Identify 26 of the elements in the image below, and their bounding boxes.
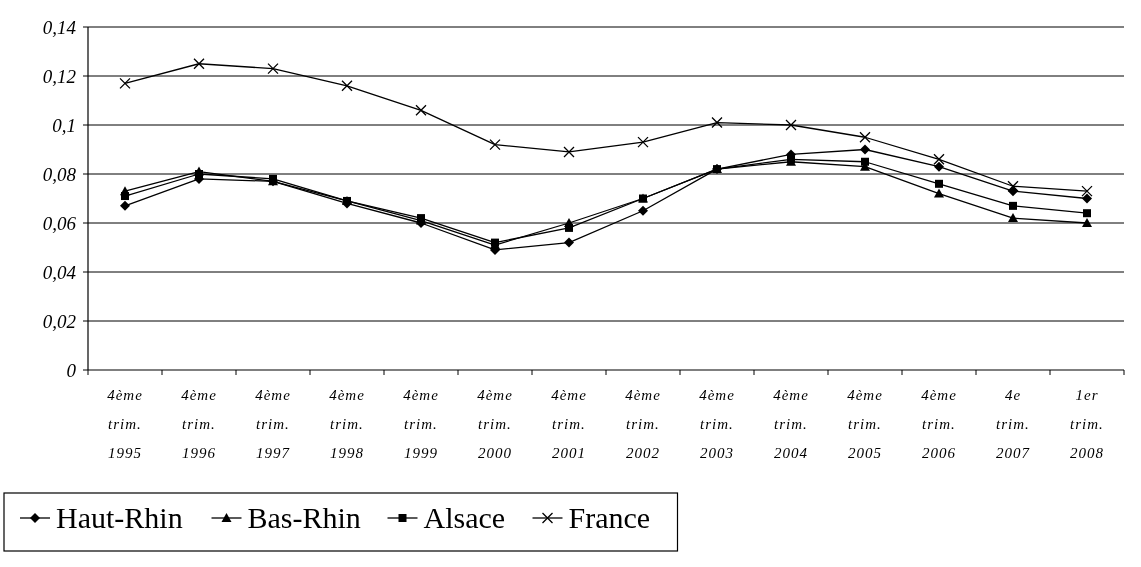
x-tick-label: 4ème trim. 1999: [403, 387, 439, 461]
x-tick-label: 4ème trim. 2006: [921, 387, 957, 461]
x-tick-label: 4ème trim. 2004: [773, 387, 809, 461]
x-tick-label: 4ème trim. 1995: [107, 387, 143, 461]
x-tick-label: 4ème trim. 2002: [625, 387, 661, 461]
x-tick-label: 4ème trim. 1998: [329, 387, 365, 461]
y-tick-label: 0: [66, 359, 77, 381]
x-tick-label: 4e trim. 2007: [996, 387, 1031, 461]
x-tick-label: 4ème trim. 1997: [255, 387, 291, 461]
y-tick-label: 0,12: [42, 65, 77, 87]
x-tick-label: 4ème trim. 2001: [551, 387, 587, 461]
y-tick-label: 0,14: [42, 16, 77, 38]
legend-label: Haut-Rhin: [56, 501, 183, 534]
y-tick-label: 0,04: [42, 261, 77, 283]
x-tick-label: 4ème trim. 1996: [181, 387, 217, 461]
legend-label: Alsace: [423, 501, 506, 534]
legend-label: Bas-Rhin: [247, 501, 361, 534]
y-tick-label: 0,02: [42, 310, 77, 332]
y-tick-label: 0,08: [42, 163, 77, 185]
x-tick-label: 1er trim. 2008: [1070, 387, 1104, 461]
x-tick-label: 4ème trim. 2003: [699, 387, 735, 461]
x-tick-label: 4ème trim. 2000: [477, 387, 513, 461]
y-tick-label: 0,06: [42, 212, 77, 234]
legend-label: France: [568, 501, 651, 534]
y-tick-label: 0,1: [52, 114, 76, 136]
x-tick-label: 4ème trim. 2005: [847, 387, 883, 461]
